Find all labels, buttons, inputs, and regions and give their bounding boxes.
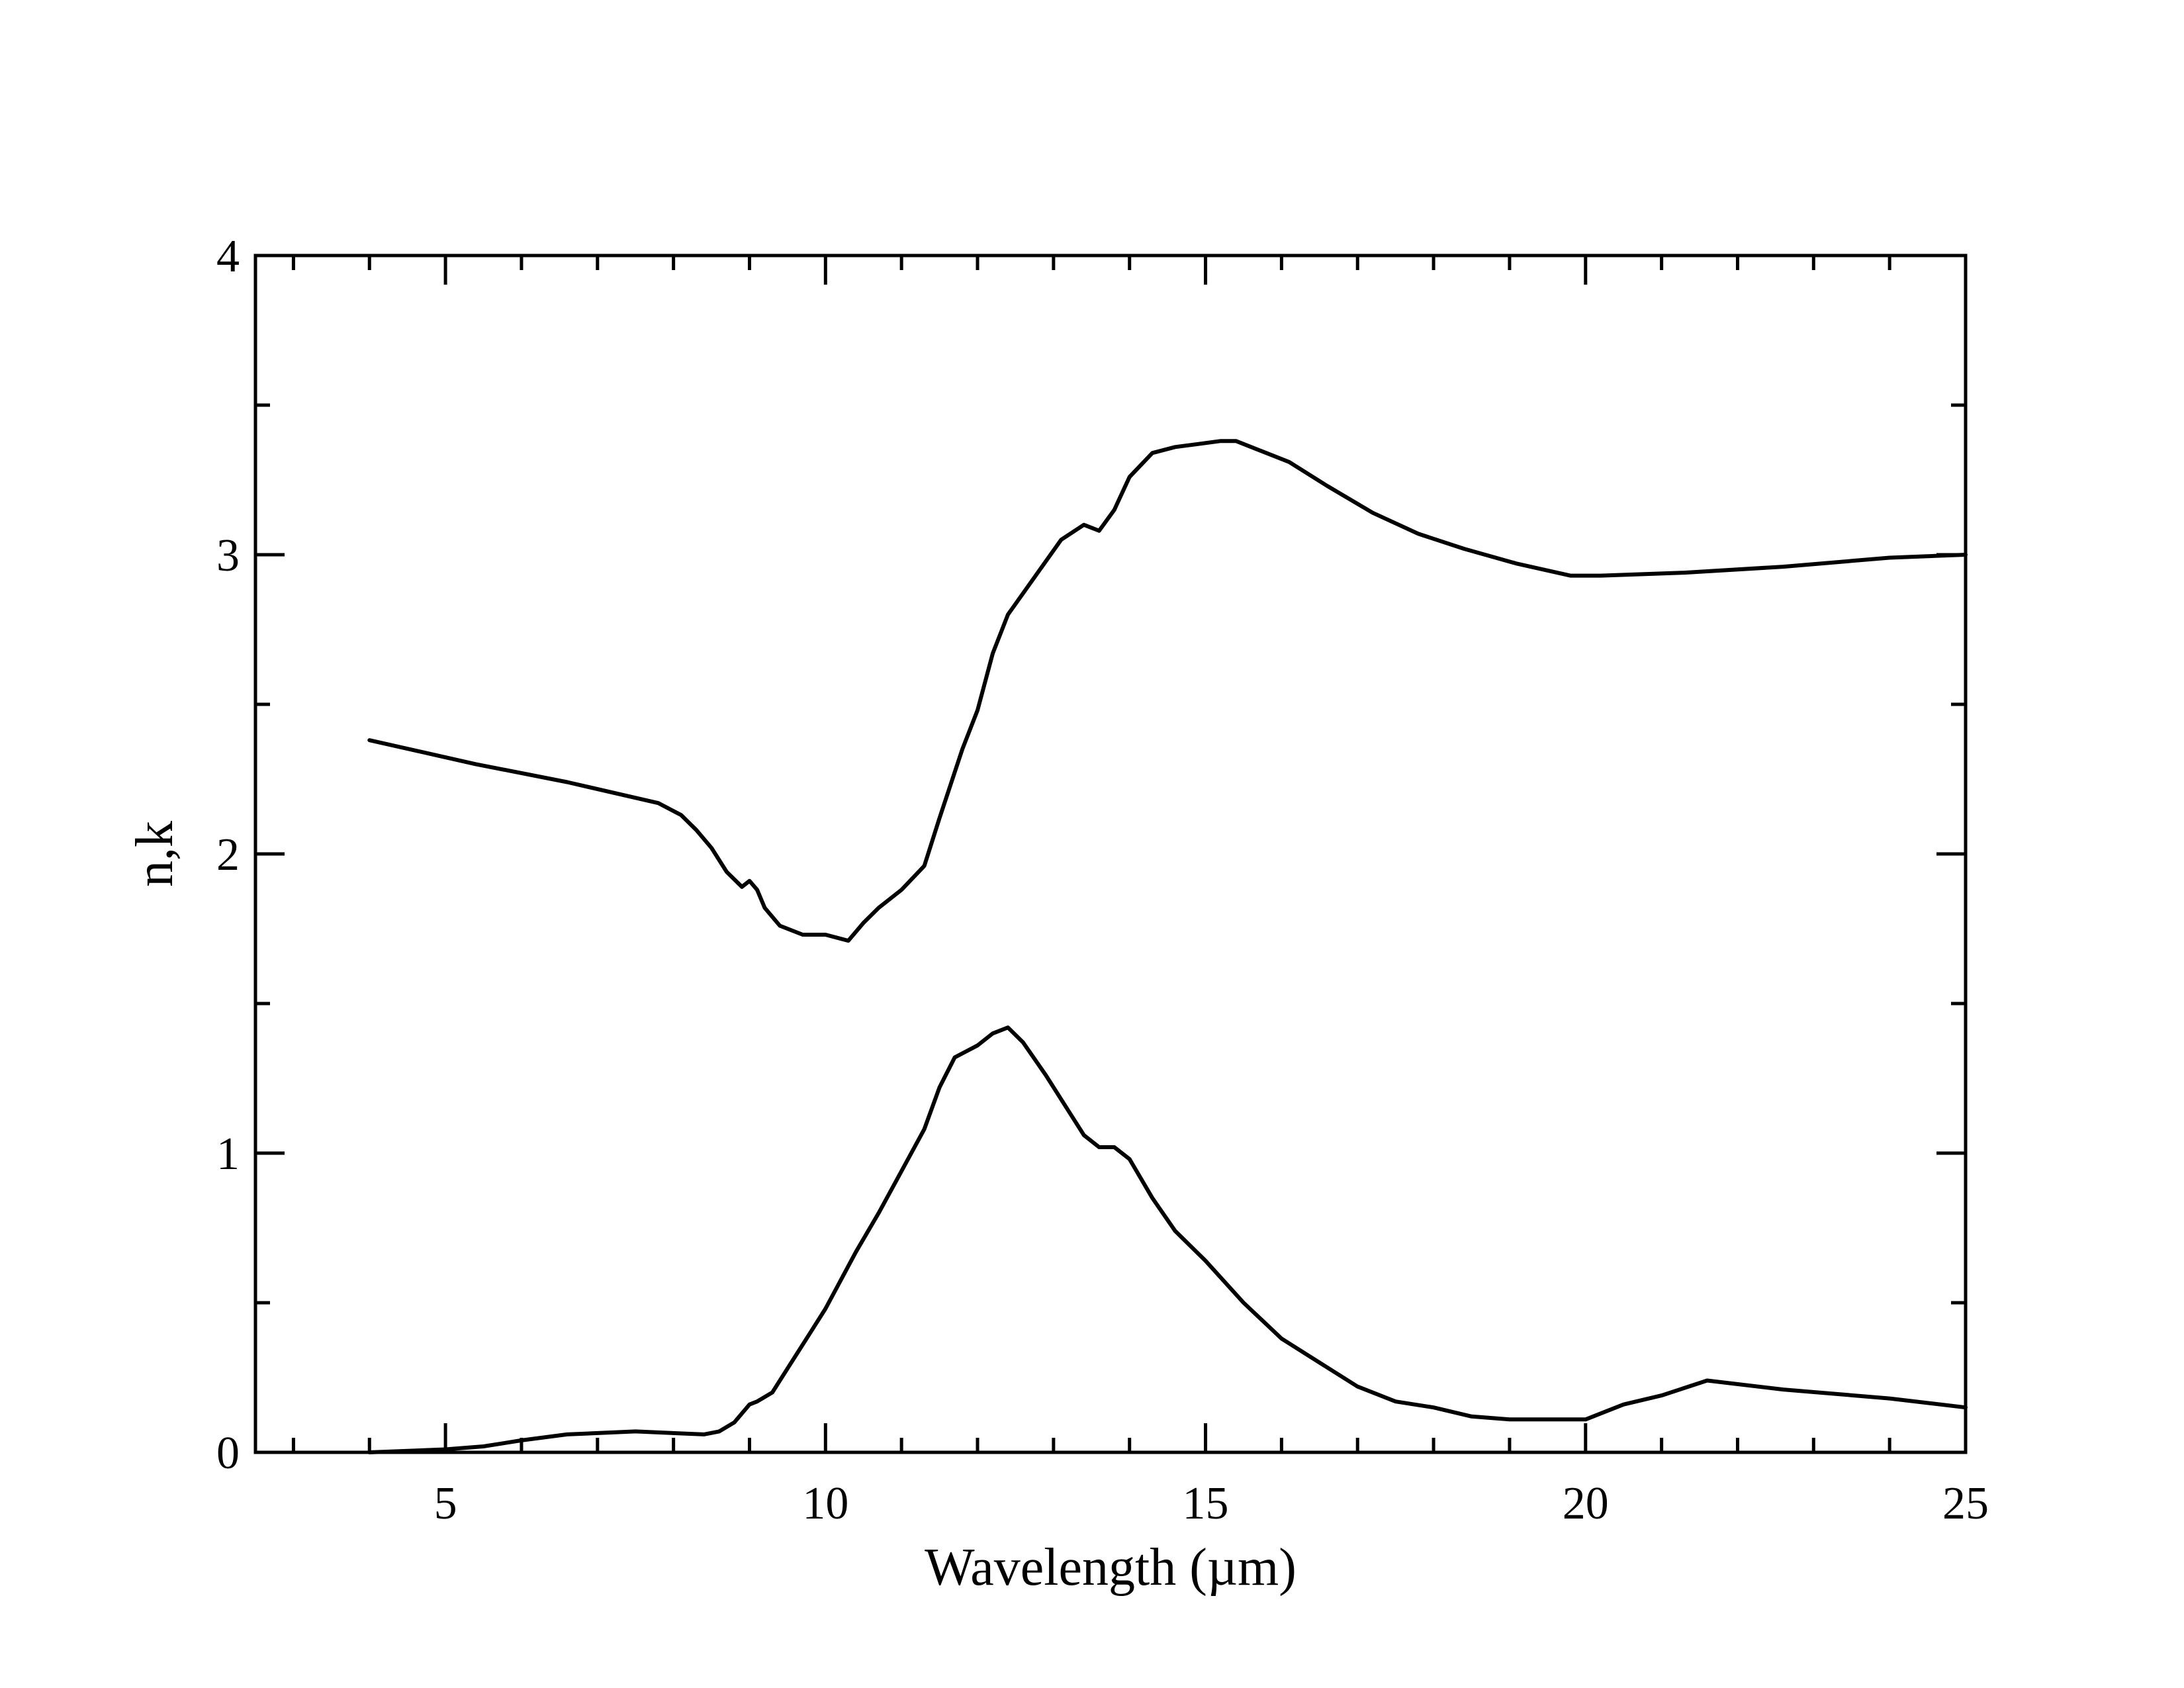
y-tick-label: 0 <box>216 1428 240 1479</box>
y-tick-label: 4 <box>216 231 240 282</box>
series-line-1 <box>367 439 1968 943</box>
y-tick-label: 1 <box>216 1129 240 1180</box>
x-tick-label: 10 <box>802 1478 848 1529</box>
series-line-2 <box>367 1025 1968 1454</box>
x-tick-label: 25 <box>1942 1478 1989 1529</box>
y-axis-label: n,k <box>126 821 184 887</box>
y-tick-label: 3 <box>216 530 240 581</box>
x-axis-label: Wavelength (µm) <box>925 1538 1297 1597</box>
y-tick-label: 2 <box>216 829 240 880</box>
x-tick-label: 15 <box>1183 1478 1229 1529</box>
y-tick-labels: 0 1 2 3 4 <box>216 231 240 1479</box>
plot-frame <box>253 254 1968 1454</box>
x-tick-label: 5 <box>434 1478 457 1529</box>
x-tick-label: 20 <box>1563 1478 1609 1529</box>
x-tick-labels: 5 10 15 20 25 <box>434 1478 1989 1529</box>
series-layer <box>367 439 1968 1454</box>
